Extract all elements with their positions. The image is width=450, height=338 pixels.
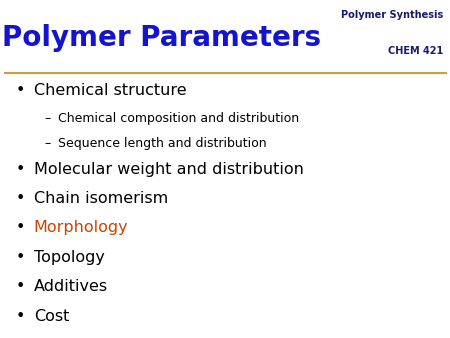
Text: •: •: [16, 309, 25, 323]
Text: •: •: [16, 162, 25, 176]
Text: •: •: [16, 220, 25, 235]
Text: CHEM 421: CHEM 421: [388, 46, 443, 56]
Text: Cost: Cost: [34, 309, 69, 323]
Text: –: –: [44, 112, 50, 125]
Text: Chemical structure: Chemical structure: [34, 83, 186, 98]
Text: Molecular weight and distribution: Molecular weight and distribution: [34, 162, 304, 176]
Text: Polymer Parameters: Polymer Parameters: [2, 24, 322, 52]
Text: Sequence length and distribution: Sequence length and distribution: [58, 137, 267, 150]
Text: Topology: Topology: [34, 250, 104, 265]
Text: •: •: [16, 250, 25, 265]
Text: •: •: [16, 279, 25, 294]
Text: Chemical composition and distribution: Chemical composition and distribution: [58, 112, 300, 125]
Text: Morphology: Morphology: [34, 220, 128, 235]
Text: Chain isomerism: Chain isomerism: [34, 191, 168, 206]
Text: •: •: [16, 83, 25, 98]
Text: Polymer Synthesis: Polymer Synthesis: [341, 10, 443, 20]
Text: •: •: [16, 191, 25, 206]
Text: –: –: [44, 137, 50, 150]
Text: Additives: Additives: [34, 279, 108, 294]
